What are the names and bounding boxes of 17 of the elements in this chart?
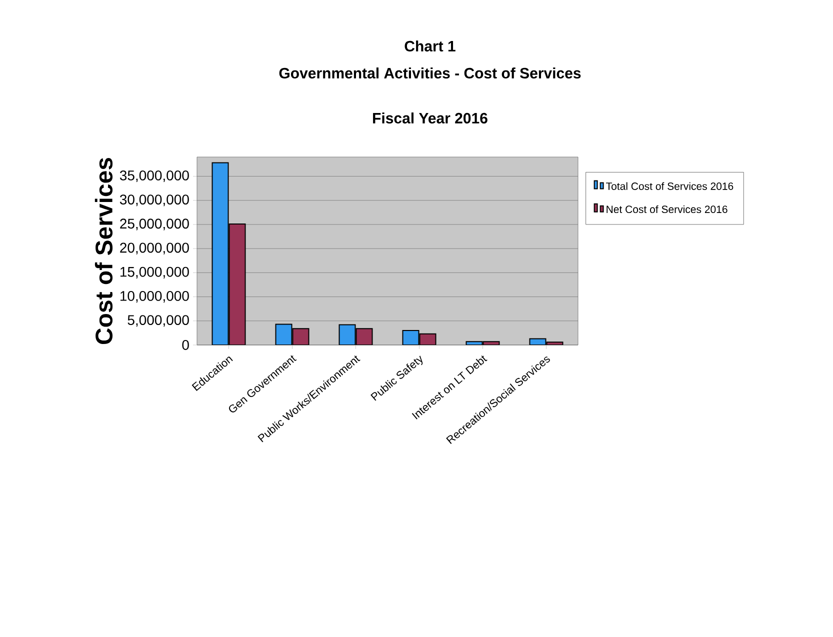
bar <box>338 324 356 345</box>
y-tick-label: 10,000,000 <box>120 290 189 303</box>
legend-label: Total Cost of Services 2016 <box>606 182 734 190</box>
chart-title: Chart 1 <box>404 40 456 52</box>
y-tick-label: 20,000,000 <box>120 242 189 254</box>
y-tick-label: 0 <box>182 340 189 350</box>
y-tick-label: 30,000,000 <box>120 194 189 206</box>
bar <box>228 224 246 345</box>
y-tick-label: 5,000,000 <box>128 315 189 327</box>
text: Fiscal Year 2016 <box>373 112 488 124</box>
legend-label: Net Cost of Services 2016 <box>606 205 728 214</box>
y-tick-label: 25,000,000 <box>120 218 189 230</box>
y-tick-label: 15,000,000 <box>120 266 189 278</box>
y-tick-label: 35,000,000 <box>120 170 189 182</box>
y-axis-title: Cost of Services <box>94 158 113 344</box>
chart-subtitle: Governmental Activities - Cost of Services <box>279 67 581 78</box>
bar <box>212 162 229 345</box>
